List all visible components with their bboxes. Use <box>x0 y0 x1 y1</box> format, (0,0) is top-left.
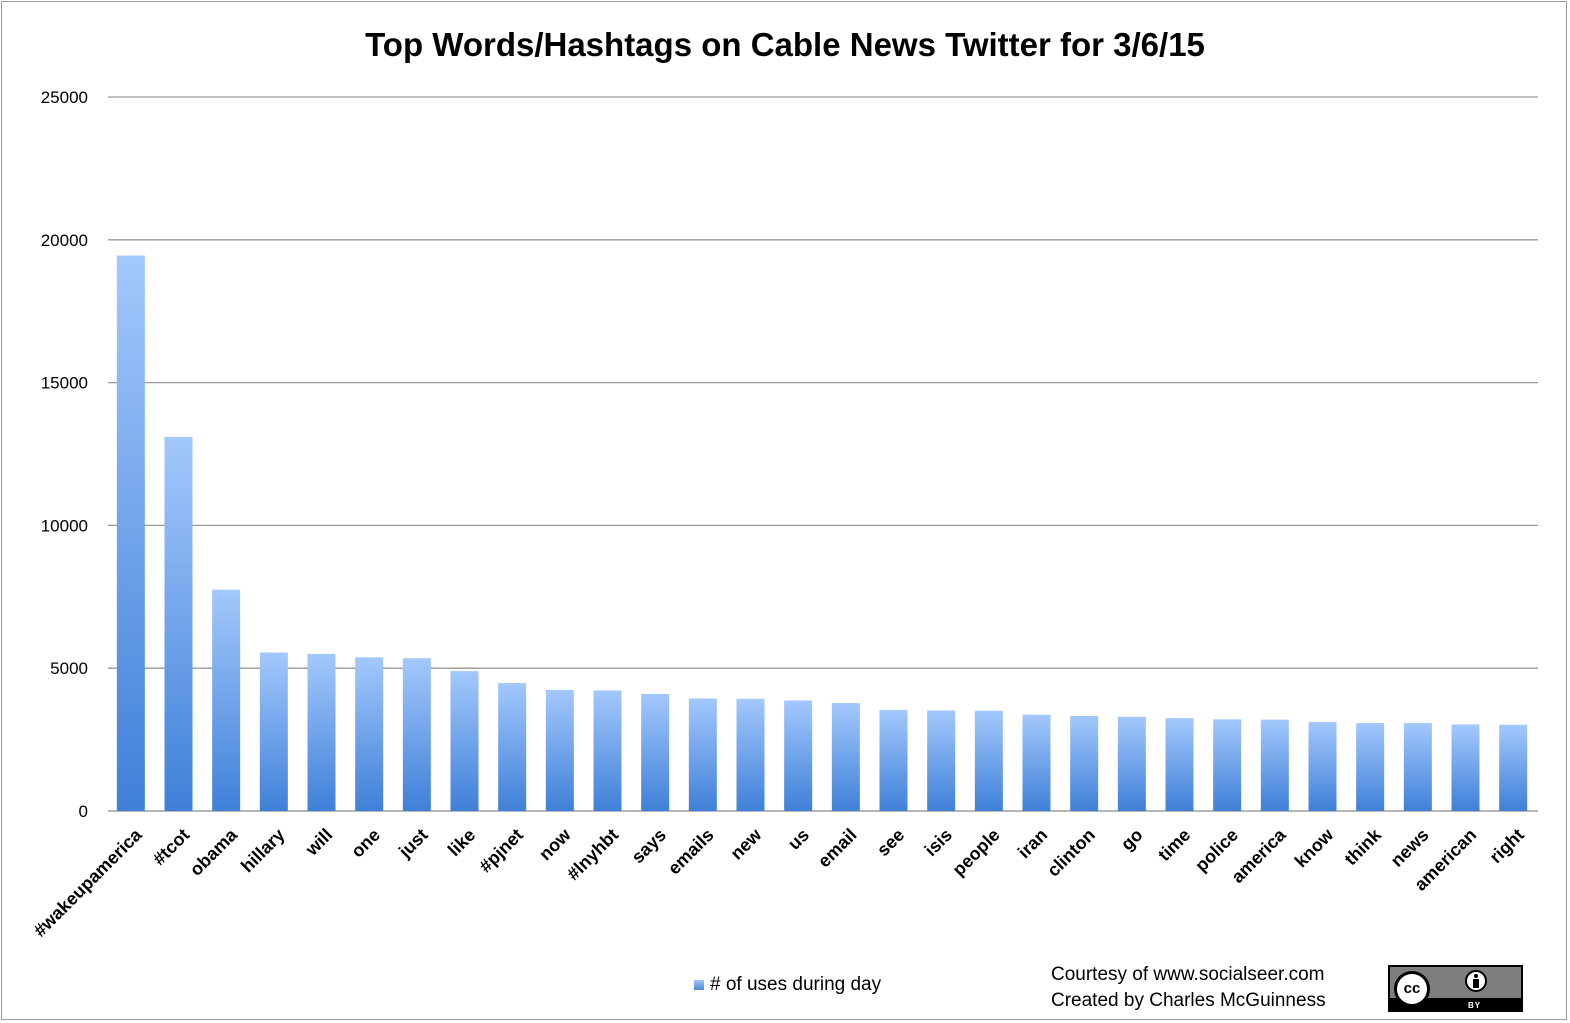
bar <box>1356 723 1385 811</box>
x-tick-label: time <box>1154 825 1194 865</box>
bar <box>1308 721 1337 811</box>
x-tick-label: obama <box>186 824 242 880</box>
x-tick-label: just <box>394 825 431 862</box>
x-tick-label: think <box>1340 824 1385 869</box>
x-tick-label: go <box>1117 825 1147 855</box>
bar <box>450 671 479 811</box>
bar <box>879 709 908 811</box>
x-tick-label: new <box>726 824 766 864</box>
x-tick-label: #lnyhbt <box>563 825 622 884</box>
y-axis-ticks: 0 5000 10000 15000 20000 25000 <box>41 88 88 821</box>
bar <box>1451 724 1480 811</box>
x-tick-label: will <box>301 825 336 860</box>
gridlines <box>108 96 1538 812</box>
bar <box>688 698 717 811</box>
y-tick-label: 5000 <box>50 659 88 678</box>
bar <box>641 693 670 811</box>
x-tick-label: us <box>784 825 813 854</box>
bar <box>498 683 527 811</box>
bar <box>974 710 1003 811</box>
y-tick-label: 10000 <box>41 516 88 535</box>
y-tick-label: 15000 <box>41 374 88 393</box>
x-tick-label: clinton <box>1043 825 1099 881</box>
attribution-person-icon <box>1465 970 1487 992</box>
credits: Courtesy of www.socialseer.com Created b… <box>1051 962 1326 1014</box>
x-tick-label: right <box>1486 825 1528 867</box>
bar <box>927 710 956 811</box>
x-tick-label: one <box>347 825 384 862</box>
bar <box>1022 714 1051 811</box>
legend-label: # of uses during day <box>710 974 882 995</box>
x-tick-label: email <box>814 825 861 872</box>
bar <box>1260 719 1289 811</box>
x-tick-label: says <box>628 825 670 867</box>
x-tick-label: people <box>948 825 1003 880</box>
x-tick-label: #wakeupamerica <box>30 824 147 941</box>
chart-title: Top Words/Hashtags on Cable News Twitter… <box>365 26 1205 63</box>
bar <box>784 700 813 811</box>
bar <box>116 255 145 811</box>
y-tick-label: 20000 <box>41 231 88 250</box>
creative-commons-badge: cc BY <box>1388 965 1523 1012</box>
x-tick-label: now <box>535 824 575 864</box>
bar <box>402 658 431 811</box>
bars <box>116 255 1528 811</box>
x-tick-label: emails <box>664 825 718 879</box>
bar <box>259 652 288 811</box>
bar <box>307 653 336 811</box>
legend: # of uses during day <box>694 974 881 996</box>
bar <box>831 703 860 811</box>
credit-author: Created by Charles McGuinness <box>1051 990 1326 1011</box>
x-tick-label: isis <box>921 825 956 860</box>
bar <box>1070 715 1099 811</box>
x-tick-label: america <box>1227 824 1290 887</box>
bar <box>1165 718 1194 811</box>
x-tick-label: #pjnet <box>475 825 527 877</box>
bar <box>1499 724 1528 811</box>
x-tick-label: see <box>873 825 908 860</box>
x-tick-label: like <box>444 825 479 860</box>
y-tick-label: 0 <box>79 802 88 821</box>
bar <box>1117 716 1146 811</box>
bar <box>164 436 193 811</box>
bar <box>593 690 622 811</box>
cc-by-label: BY <box>1468 1001 1482 1010</box>
bar <box>545 689 574 811</box>
cc-logo-icon: cc <box>1394 971 1430 1007</box>
x-tick-label: hillary <box>237 825 289 877</box>
bar <box>1213 719 1242 811</box>
bar <box>736 698 765 811</box>
x-tick-label: iran <box>1014 825 1051 862</box>
bar <box>355 657 384 811</box>
legend-swatch <box>694 980 704 990</box>
x-tick-label: know <box>1291 824 1338 871</box>
bar <box>1403 723 1432 811</box>
y-tick-label: 25000 <box>41 88 88 107</box>
bar <box>212 589 241 811</box>
x-tick-label: #tcot <box>149 825 194 870</box>
credit-courtesy: Courtesy of www.socialseer.com <box>1051 964 1325 985</box>
